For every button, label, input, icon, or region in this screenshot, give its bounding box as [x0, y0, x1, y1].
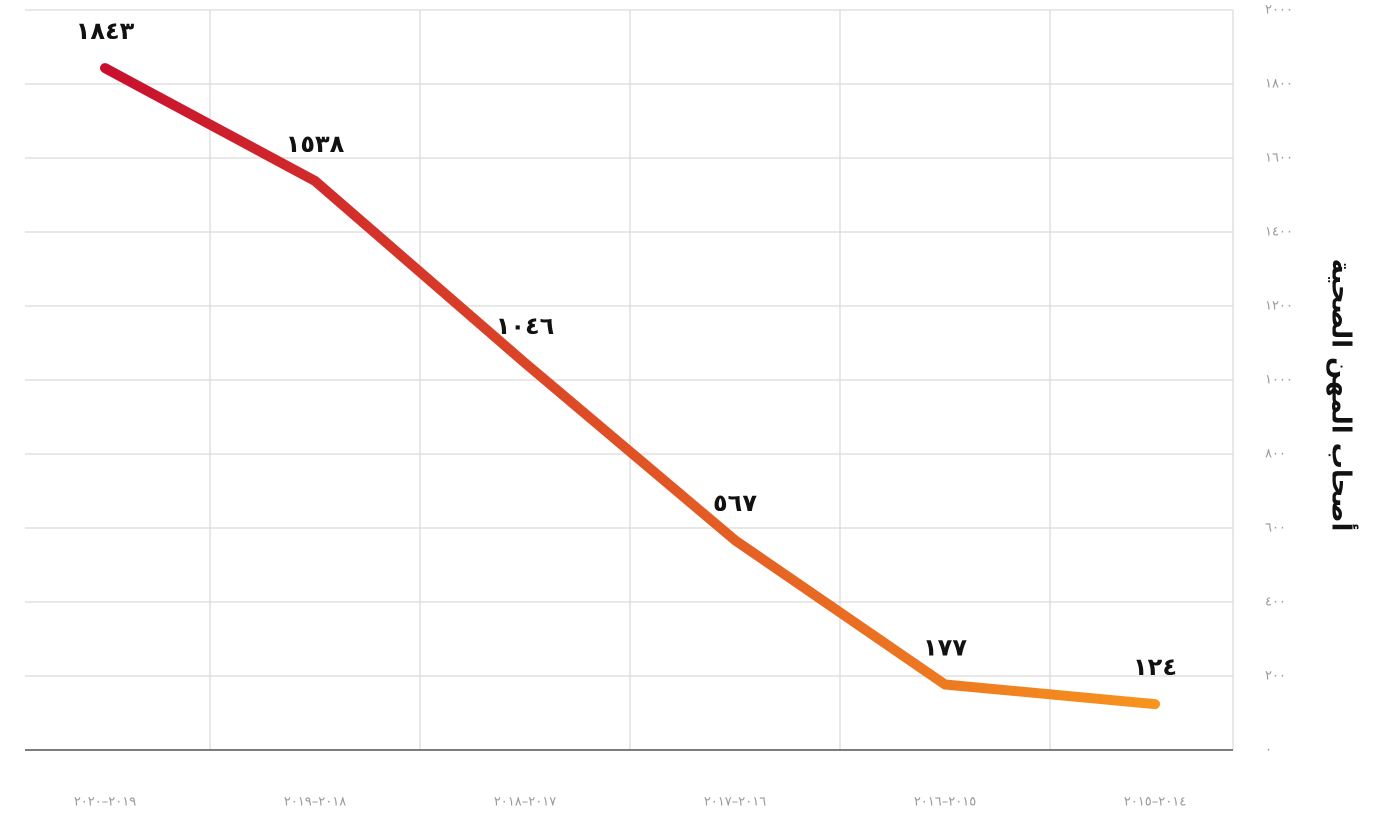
line [100, 63, 1160, 710]
y-tick-label: ٠ [1265, 743, 1272, 758]
y-tick-label: ٢٠٠ [1265, 669, 1286, 684]
y-tick-label: ١٢٠٠ [1265, 299, 1293, 314]
y-tick-label: ١٦٠٠ [1265, 151, 1293, 166]
y-tick-label: ١٤٠٠ [1265, 225, 1293, 240]
y-tick-label: ١٨٠٠ [1265, 77, 1293, 92]
x-tick-label: ٢٠١٥–٢٠١٦ [914, 795, 976, 810]
data-label: ١٧٧ [923, 634, 967, 662]
x-tick-label: ٢٠١٨–٢٠١٩ [284, 795, 346, 810]
y-tick-label: ٨٠٠ [1265, 447, 1286, 462]
y-axis-title: أصحاب المهن الصحية [1326, 259, 1359, 532]
data-label: ١٢٤ [1133, 653, 1177, 681]
data-label: ٥٦٧ [713, 489, 757, 517]
x-tick-label: ٢٠١٦–٢٠١٧ [704, 795, 766, 810]
data-label: ١٥٣٨ [286, 130, 345, 158]
y-tick-label: ٦٠٠ [1265, 521, 1286, 536]
y-tick-label: ٤٠٠ [1265, 595, 1286, 610]
x-tick-label: ٢٠١٩–٢٠٢٠ [74, 795, 136, 810]
x-tick-label: ٢٠١٤–٢٠١٥ [1124, 795, 1186, 810]
y-tick-label: ١٠٠٠ [1265, 373, 1293, 388]
data-label: ١٨٤٣ [76, 17, 135, 45]
x-tick-label: ٢٠١٧–٢٠١٨ [494, 795, 556, 810]
data-label: ١٠٤٦ [496, 312, 555, 340]
y-tick-label: ٢٠٠٠ [1265, 3, 1293, 18]
